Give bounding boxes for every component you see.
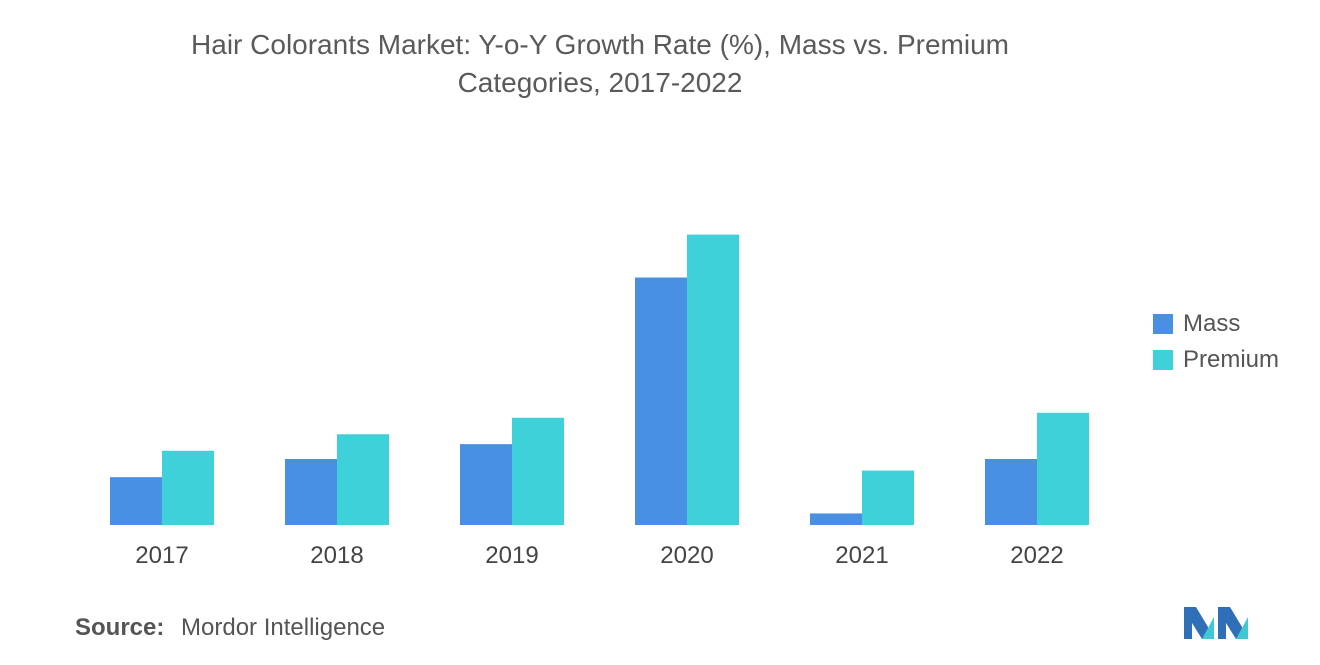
bar-mass-2019 [460,444,512,525]
bar-premium-2020 [687,234,739,525]
x-tick-label-2021: 2021 [835,542,888,569]
bar-premium-2018 [337,434,389,525]
bar-premium-2021 [862,470,914,525]
legend-label-premium: Premium [1183,346,1280,373]
legend: Mass Premium [1153,306,1279,378]
x-tick-label-2022: 2022 [1010,542,1063,569]
x-tick-label-2018: 2018 [310,542,363,569]
bar-chart: 2017 2018 2019 2020 2021 2022 [110,234,1089,569]
bar-mass-2018 [285,459,337,525]
bar-premium-2017 [162,450,214,525]
legend-item-premium: Premium [1153,342,1279,378]
chart-title-line2: Categories, 2017-2022 [457,67,743,98]
legend-item-mass: Mass [1153,306,1279,342]
mordor-intelligence-logo [1184,607,1248,639]
x-tick-label-2020: 2020 [660,542,713,569]
bar-mass-2021 [810,513,862,525]
source-label: Source: [75,614,165,641]
chart-title-line1: Hair Colorants Market: Y-o-Y Growth Rate… [191,29,1009,60]
legend-swatch-mass [1153,314,1173,334]
bar-mass-2020 [635,277,687,525]
legend-swatch-premium [1153,350,1173,370]
bar-premium-2019 [512,417,564,525]
x-tick-label-2017: 2017 [135,542,188,569]
legend-label-mass: Mass [1183,310,1241,337]
bar-premium-2022 [1037,412,1089,525]
bar-mass-2022 [985,459,1037,525]
x-tick-label-2019: 2019 [485,542,538,569]
bar-mass-2017 [110,477,162,525]
source-value: Mordor Intelligence [181,614,386,641]
source-note: Source: Mordor Intelligence [75,614,385,642]
chart-title: Hair Colorants Market: Y-o-Y Growth Rate… [0,26,1200,102]
